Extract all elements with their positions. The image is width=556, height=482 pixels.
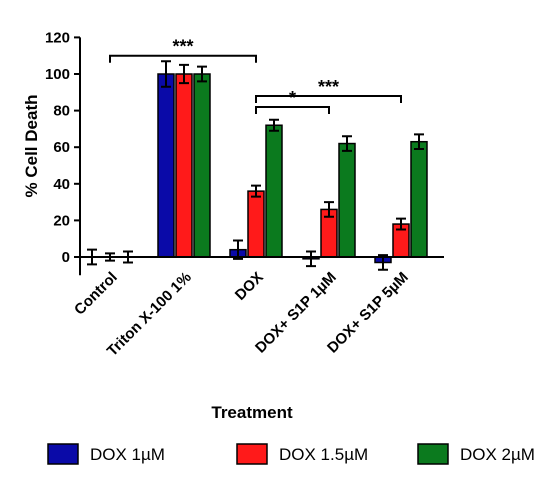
legend-label: DOX 1µM	[90, 445, 165, 464]
axes	[79, 37, 444, 276]
legend: DOX 1µM DOX 1.5µM DOX 2µM	[47, 443, 535, 465]
bar	[175, 73, 193, 258]
legend-swatch	[47, 443, 79, 465]
bar	[247, 190, 265, 258]
bar	[157, 73, 175, 258]
error-bar	[233, 239, 243, 260]
error-bar	[251, 184, 261, 198]
error-bars	[87, 60, 424, 271]
y-tick-label: 120	[45, 29, 70, 46]
error-bar	[306, 250, 316, 268]
y-tick-label: 0	[62, 249, 70, 266]
legend-swatch	[417, 443, 449, 465]
bar	[410, 140, 428, 258]
x-axis-title: Treatment	[211, 403, 293, 422]
y-tick-label: 100	[45, 66, 70, 83]
y-ticks: 0 20 40 60 80 100 120	[45, 29, 80, 266]
error-bar	[179, 63, 189, 85]
legend-swatch	[236, 443, 268, 465]
error-bar	[396, 217, 406, 231]
category-label: Control	[71, 269, 121, 319]
error-bar	[324, 201, 334, 218]
significance-label: ***	[318, 77, 339, 97]
significance-bracket	[255, 105, 330, 114]
significance-annotations: *******	[109, 37, 402, 114]
y-tick-label: 80	[53, 103, 70, 120]
significance-bracket	[109, 54, 257, 63]
significance-label: *	[289, 88, 296, 108]
y-axis-title: % Cell Death	[22, 95, 41, 198]
y-tick-label: 60	[53, 139, 70, 156]
y-tick-label: 20	[53, 212, 70, 229]
error-bar	[414, 133, 424, 151]
y-tick-label: 40	[53, 176, 70, 193]
bar	[265, 124, 283, 258]
legend-label: DOX 1.5µM	[279, 445, 368, 464]
error-bar	[161, 60, 171, 88]
bars	[157, 73, 428, 264]
bar	[338, 142, 356, 258]
legend-label: DOX 2µM	[460, 445, 535, 464]
category-label: DOX	[232, 269, 267, 304]
error-bar	[342, 135, 352, 152]
error-bar	[269, 118, 279, 132]
significance-bracket	[255, 94, 402, 103]
bar	[193, 73, 211, 258]
significance-label: ***	[172, 37, 193, 57]
error-bar	[197, 65, 207, 83]
